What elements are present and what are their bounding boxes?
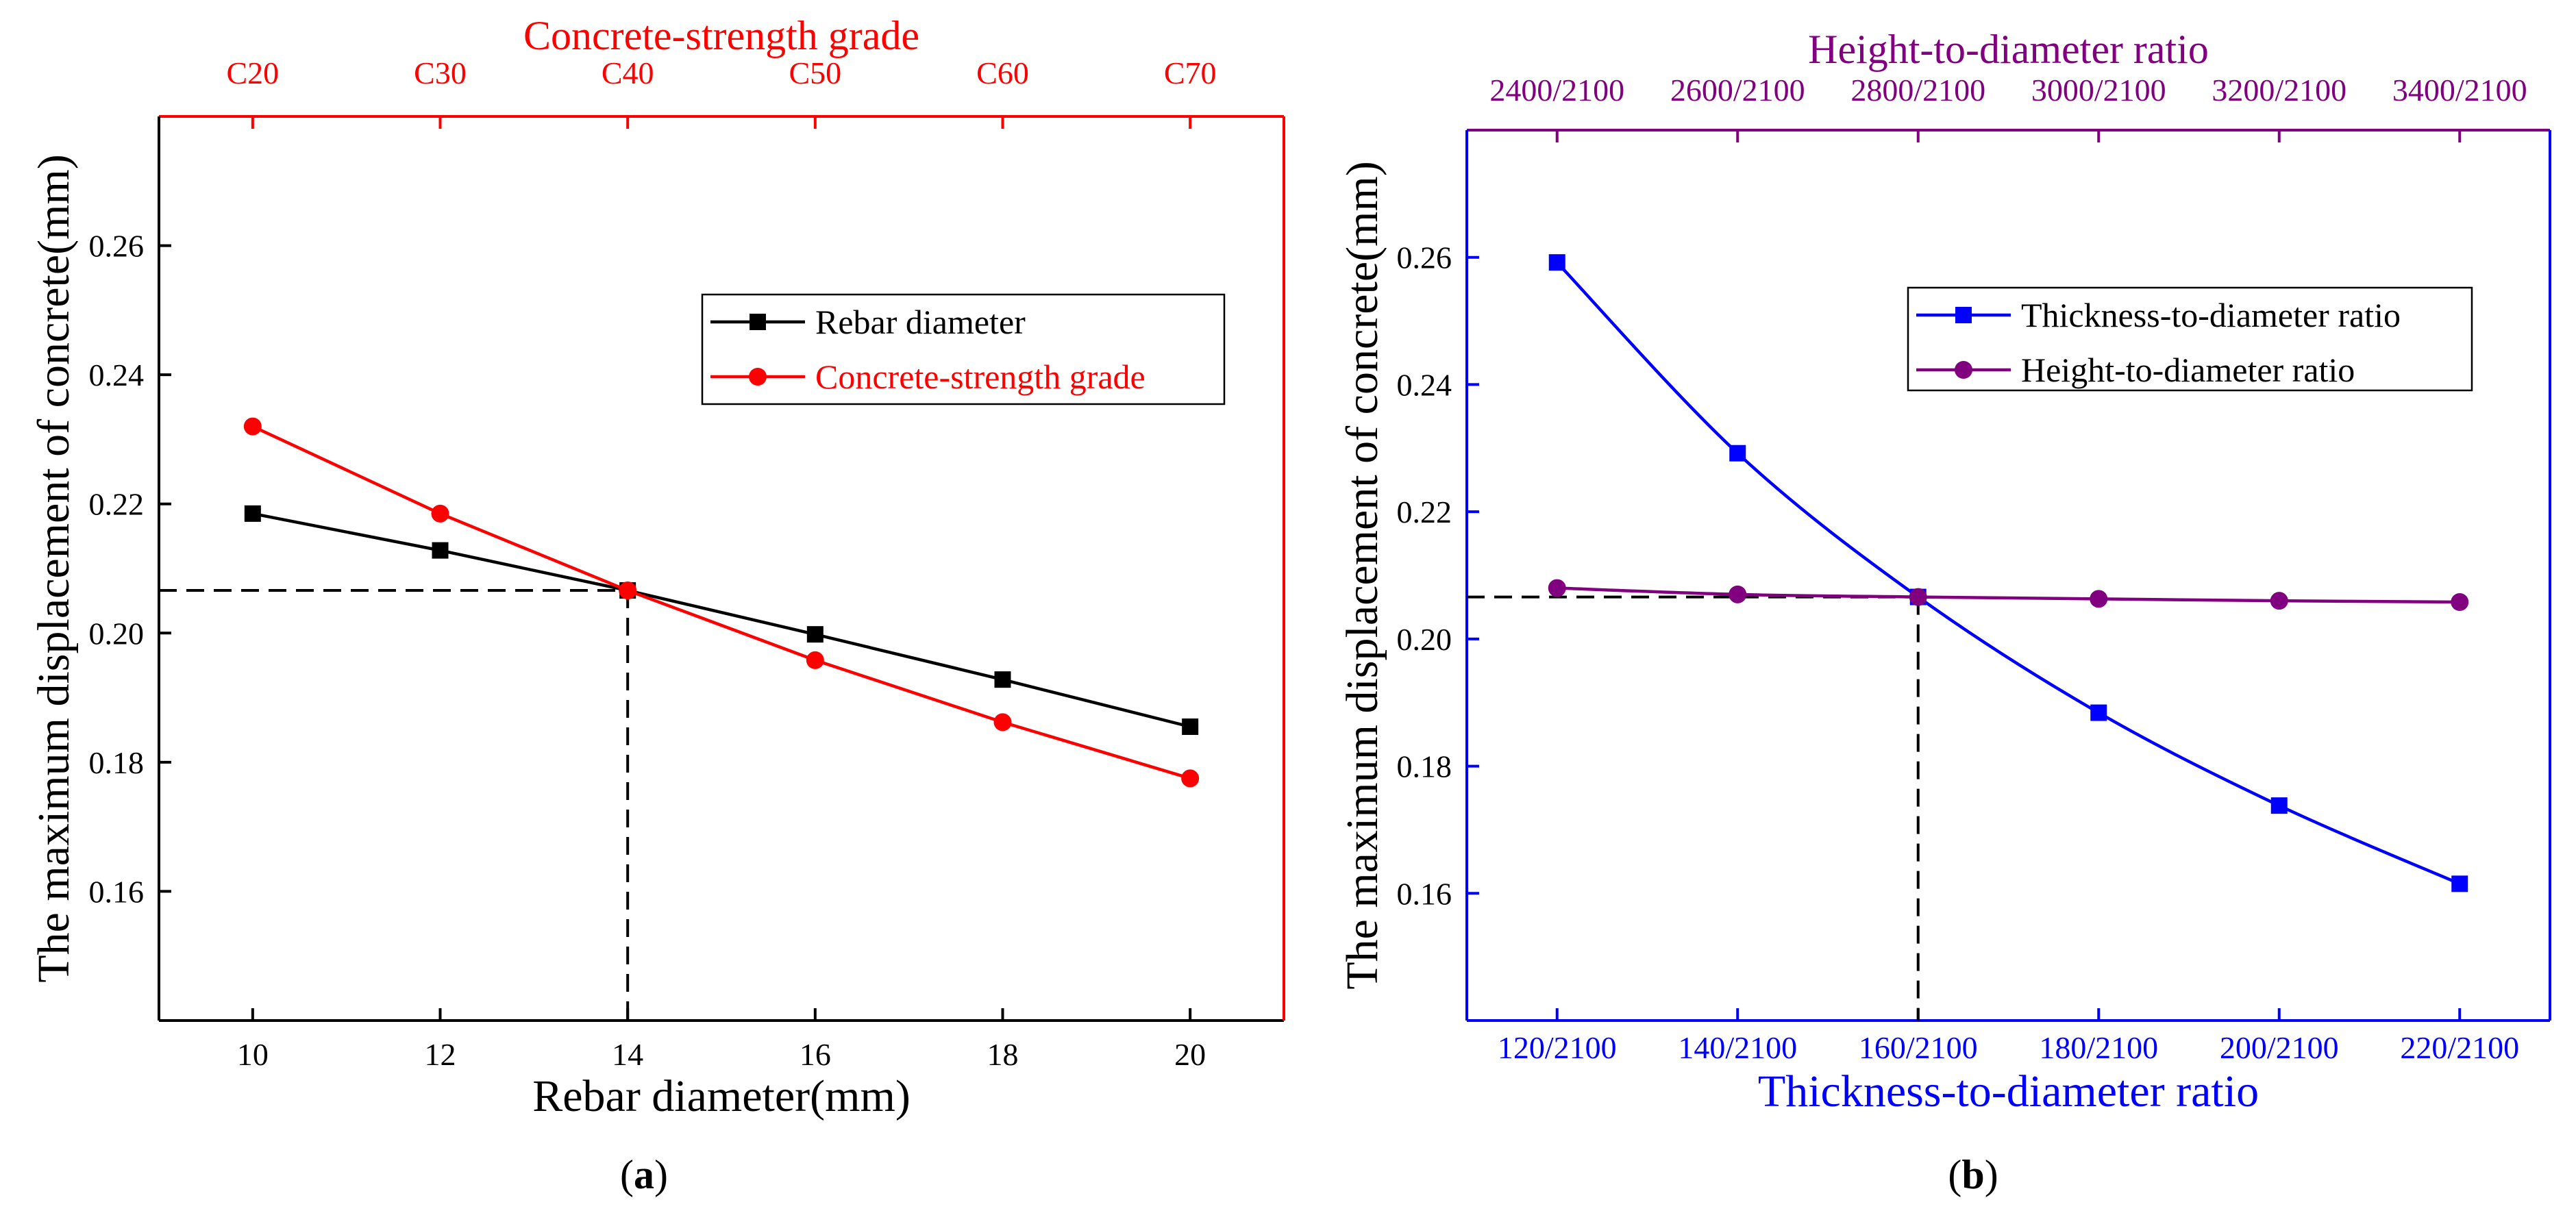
caption-paren-open: ( [620, 1152, 634, 1197]
panel-caption: (b) [1948, 1152, 1998, 1197]
legend-marker-square [750, 314, 766, 330]
y-tick-label: 0.16 [1397, 876, 1452, 911]
data-point-square [2270, 797, 2288, 814]
x-top-tick-label: 3000/2100 [2031, 73, 2166, 108]
y-tick-label: 0.20 [89, 616, 145, 651]
x-bottom-tick-label: 12 [425, 1037, 456, 1072]
series-line-1 [251, 425, 1191, 780]
x-top-tick-label: C60 [976, 55, 1029, 90]
y-tick-label: 0.26 [89, 229, 145, 264]
legend-box [1907, 286, 2473, 392]
legend-label: Rebar diameter [815, 303, 1026, 341]
x-top-tick-label: C30 [414, 55, 467, 90]
caption-paren-open: ( [1948, 1152, 1961, 1197]
x-bottom-tick-label: 180/2100 [2039, 1030, 2158, 1065]
data-point-circle [806, 651, 824, 669]
data-point-circle [993, 713, 1012, 731]
y-tick-label: 0.24 [89, 358, 145, 392]
data-point-circle [1909, 588, 1927, 606]
panel-caption: (a) [620, 1152, 668, 1197]
data-point-square [244, 505, 261, 522]
x-top-tick-label: C20 [226, 55, 279, 90]
x-top-axis-title: Concrete-strength grade [523, 13, 919, 58]
y-tick-label: 0.18 [1397, 749, 1452, 784]
x-top-tick-label: C40 [602, 55, 654, 90]
series-line-0 [1556, 261, 2461, 886]
x-top-tick-label: C50 [789, 55, 841, 90]
y-tick-label: 0.18 [89, 745, 145, 780]
data-point-circle [2451, 593, 2469, 611]
x-top-tick-label: 3400/2100 [2392, 73, 2527, 108]
data-point-circle [1181, 769, 1200, 788]
legend-label: Height-to-diameter ratio [2021, 351, 2355, 389]
y-tick-label: 0.20 [1397, 622, 1452, 657]
data-point-square [1729, 445, 1746, 462]
y-axis-title: The maximum displacement of concrete(mm) [1337, 161, 1387, 990]
legend-box [701, 293, 1226, 405]
x-bottom-tick-label: 160/2100 [1859, 1030, 1978, 1065]
series-line-1 [1557, 586, 2460, 604]
caption-letter: a [634, 1152, 654, 1197]
legend-label: Thickness-to-diameter ratio [2021, 296, 2401, 334]
x-bottom-tick-label: 220/2100 [2400, 1030, 2519, 1065]
caption-paren-close: ) [1985, 1152, 1998, 1197]
x-bottom-tick-label: 14 [612, 1037, 643, 1072]
x-top-axis-title: Height-to-diameter ratio [1808, 27, 2209, 72]
data-point-square [2090, 704, 2107, 721]
x-bottom-tick-label: 18 [987, 1037, 1019, 1072]
caption-paren-close: ) [654, 1152, 668, 1197]
caption-letter: b [1961, 1152, 1984, 1197]
x-bottom-axis-title: Thickness-to-diameter ratio [1758, 1066, 2259, 1116]
chart-panel-b: 0.16 0.18 0.20 0.22 0.24 0.26 120/2100 140/2100… [1337, 27, 2551, 1197]
x-bottom-tick-label: 20 [1174, 1037, 1206, 1072]
data-point-square [994, 671, 1011, 688]
data-point-square [1182, 718, 1199, 735]
data-point-circle [243, 417, 262, 436]
x-top-tick-label: 2800/2100 [1850, 73, 1985, 108]
legend-marker-circle [749, 368, 767, 386]
legend-label: Concrete-strength grade [815, 358, 1145, 396]
y-tick-label: 0.22 [1397, 495, 1452, 529]
x-bottom-tick-label: 16 [800, 1037, 831, 1072]
data-point-circle [431, 504, 449, 523]
chart-panel-a: 0.16 0.18 0.20 0.22 0.24 0.26 10 12 14 16 18 20 C20 C… [29, 13, 1285, 1197]
data-point-circle [1548, 579, 1566, 597]
data-point-square [1548, 254, 1565, 271]
x-bottom-tick-label: 140/2100 [1678, 1030, 1797, 1065]
data-point-square [432, 542, 449, 559]
x-bottom-tick-label: 120/2100 [1498, 1030, 1617, 1065]
legend-marker-square [1955, 307, 1972, 323]
x-top-tick-label: C70 [1164, 55, 1217, 90]
data-point-circle [2090, 590, 2108, 608]
data-point-square [806, 626, 823, 643]
data-point-circle [1729, 585, 1747, 603]
data-point-square [2451, 875, 2468, 892]
y-tick-label: 0.26 [1397, 240, 1452, 275]
x-bottom-tick-label: 10 [237, 1037, 269, 1072]
x-bottom-tick-label: 200/2100 [2220, 1030, 2339, 1065]
x-top-tick-label: 2600/2100 [1670, 73, 1805, 108]
y-axis-title: The maximum displacement of concrete(mm) [29, 154, 79, 983]
y-tick-label: 0.22 [89, 487, 145, 522]
data-point-circle [619, 582, 637, 600]
y-tick-label: 0.24 [1397, 367, 1452, 402]
data-point-circle [2270, 592, 2288, 610]
legend-marker-circle [1955, 361, 1972, 379]
legend: Thickness-to-diameter ratio Height-to-dia… [1907, 286, 2473, 392]
legend: Rebar diameter Concrete-strength grade [701, 293, 1226, 405]
x-top-tick-label: 2400/2100 [1489, 73, 1624, 108]
series-line-0 [252, 512, 1191, 729]
x-top-tick-label: 3200/2100 [2212, 73, 2346, 108]
x-bottom-axis-title: Rebar diameter(mm) [532, 1071, 911, 1121]
y-tick-label: 0.16 [89, 874, 145, 909]
